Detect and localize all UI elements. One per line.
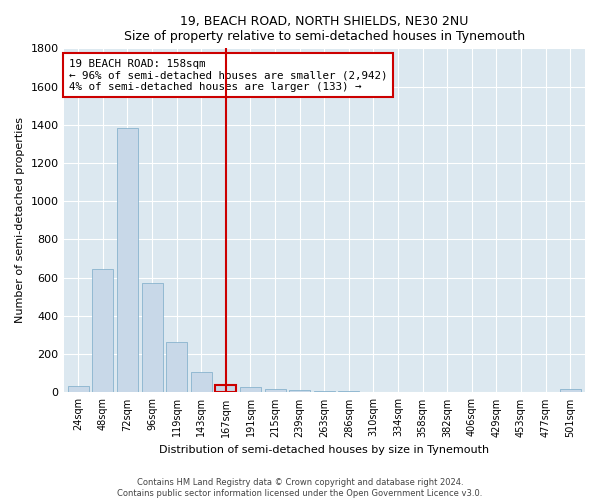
Bar	[289, 390, 310, 392]
Text: 19 BEACH ROAD: 158sqm
← 96% of semi-detached houses are smaller (2,942)
4% of se: 19 BEACH ROAD: 158sqm ← 96% of semi-deta…	[69, 58, 387, 92]
Title: 19, BEACH ROAD, NORTH SHIELDS, NE30 2NU
Size of property relative to semi-detach: 19, BEACH ROAD, NORTH SHIELDS, NE30 2NU …	[124, 15, 525, 43]
Text: Contains HM Land Registry data © Crown copyright and database right 2024.
Contai: Contains HM Land Registry data © Crown c…	[118, 478, 482, 498]
Bar	[92, 268, 113, 392]
Bar	[166, 342, 187, 392]
Bar	[117, 128, 138, 392]
Bar	[191, 372, 212, 392]
Bar	[142, 284, 163, 393]
Bar	[240, 387, 261, 392]
Bar	[560, 389, 581, 392]
Bar	[265, 388, 286, 392]
X-axis label: Distribution of semi-detached houses by size in Tynemouth: Distribution of semi-detached houses by …	[159, 445, 490, 455]
Y-axis label: Number of semi-detached properties: Number of semi-detached properties	[15, 118, 25, 324]
Bar	[215, 385, 236, 392]
Bar	[68, 386, 89, 392]
